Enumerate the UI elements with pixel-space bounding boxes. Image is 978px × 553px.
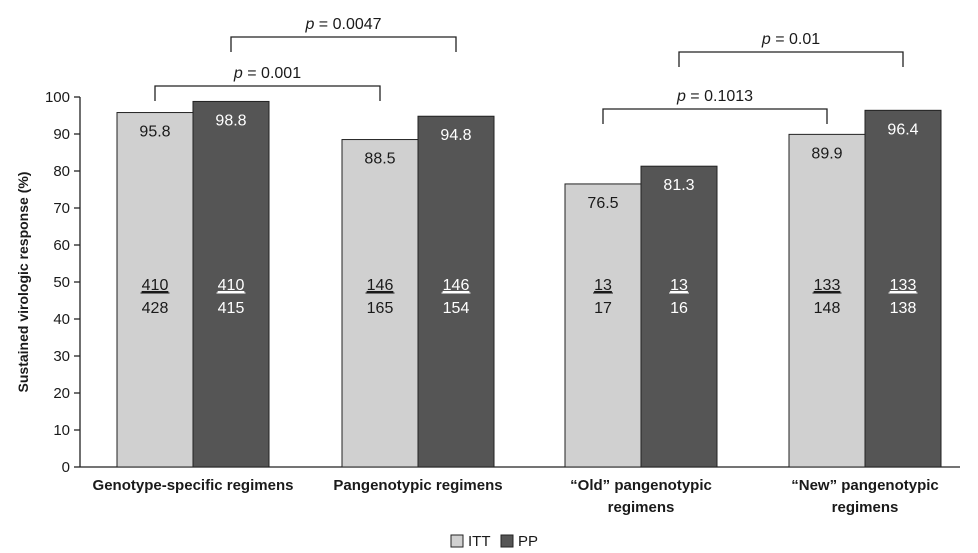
y-tick-label: 90	[53, 126, 70, 143]
data-label: 96.4	[887, 121, 918, 138]
fraction-numerator: 146	[443, 277, 470, 294]
fraction-denominator: 428	[142, 300, 169, 317]
bar-pp	[640, 165, 718, 468]
legend-label-pp: PP	[518, 533, 538, 550]
bar-itt	[564, 183, 642, 468]
bar-itt	[788, 133, 866, 468]
x-category-label: Genotype-specific regimens	[93, 477, 294, 494]
x-category-label: Pangenotypic regimens	[333, 477, 502, 494]
fraction-denominator: 17	[594, 300, 612, 317]
bar-layer	[116, 100, 942, 468]
fraction-numerator: 410	[218, 277, 245, 294]
bar-pp	[417, 115, 495, 468]
fraction-numerator: 13	[670, 277, 688, 294]
label-layer: 95.8 410 428 88.5 146 165 76.5 13 17 89.9 133 148 98…	[93, 112, 939, 516]
y-axis-label: Sustained virologic response (%)	[15, 172, 31, 393]
significance-bracket	[230, 36, 457, 52]
fraction-denominator: 148	[814, 300, 841, 317]
y-tick-label: 80	[53, 163, 70, 180]
p-value-label: p = 0.0047	[304, 16, 381, 33]
annotation-layer: p = 0.0047 p = 0.001 p = 0.01 p = 0.1013	[154, 16, 904, 124]
y-tick-label: 10	[53, 422, 70, 439]
fraction-numerator: 133	[890, 277, 917, 294]
data-label: 95.8	[139, 124, 170, 141]
y-tick-label: 100	[45, 89, 70, 106]
bar-pp	[864, 109, 942, 468]
fraction-denominator: 415	[218, 300, 245, 317]
p-value-label: p = 0.001	[233, 65, 301, 82]
data-label: 94.8	[440, 127, 471, 144]
fraction-numerator: 133	[814, 277, 841, 294]
x-category-label: regimens	[608, 499, 675, 516]
data-label: 76.5	[587, 195, 618, 212]
legend-layer: ITT PP	[450, 533, 538, 550]
x-category-label: “Old” pangenotypic	[570, 477, 712, 494]
significance-bracket	[154, 85, 381, 101]
legend-label-itt: ITT	[468, 533, 491, 550]
p-value-label: p = 0.01	[761, 31, 820, 48]
significance-bracket	[678, 51, 904, 67]
y-tick-label: 0	[62, 459, 70, 476]
fraction-numerator: 146	[367, 277, 394, 294]
y-tick-label: 60	[53, 237, 70, 254]
data-label: 89.9	[811, 145, 842, 162]
p-value-label: p = 0.1013	[676, 88, 753, 105]
significance-bracket	[602, 108, 828, 124]
fraction-denominator: 165	[367, 300, 394, 317]
fraction-denominator: 138	[890, 300, 917, 317]
y-tick-label: 70	[53, 200, 70, 217]
data-label: 88.5	[364, 151, 395, 168]
data-label: 98.8	[215, 112, 246, 129]
y-tick-label: 20	[53, 385, 70, 402]
y-tick-label: 50	[53, 274, 70, 291]
y-tick-label: 40	[53, 311, 70, 328]
data-label: 81.3	[663, 177, 694, 194]
fraction-numerator: 410	[142, 277, 169, 294]
x-category-label: “New” pangenotypic	[791, 477, 939, 494]
legend-swatch-itt	[450, 534, 464, 548]
bar-itt	[116, 112, 194, 468]
x-category-label: regimens	[832, 499, 899, 516]
legend-swatch-pp	[500, 534, 514, 548]
y-tick-label: 30	[53, 348, 70, 365]
fraction-numerator: 13	[594, 277, 612, 294]
fraction-denominator: 154	[443, 300, 470, 317]
bar-pp	[192, 100, 270, 468]
fraction-denominator: 16	[670, 300, 688, 317]
